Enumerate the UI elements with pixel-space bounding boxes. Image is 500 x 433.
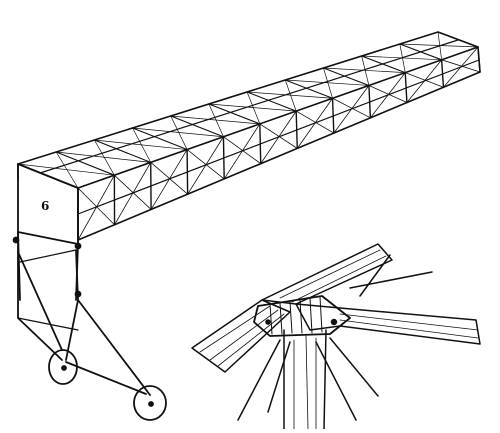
truss-girder (18, 32, 480, 240)
truss-strut (333, 98, 371, 118)
truss-strut (78, 175, 114, 240)
truss-strut (296, 111, 334, 133)
plate-bolt (266, 320, 270, 324)
wheel-rear-hub (149, 402, 153, 406)
joint-bolt (76, 244, 81, 249)
brace-wire (268, 342, 290, 412)
post (284, 330, 326, 429)
truss-strut (323, 68, 405, 73)
truss-strut (333, 98, 334, 133)
truss-strut (114, 175, 151, 209)
front-end-box (14, 164, 81, 300)
beam-upper-grain (280, 250, 386, 302)
truss-strut (151, 162, 188, 194)
landing-chassis (18, 232, 150, 395)
truss-strut (151, 150, 187, 210)
plate-bolt (332, 320, 337, 325)
truss-strut (260, 124, 297, 148)
wheel-front (49, 350, 77, 384)
figure-number-label: 6 (41, 199, 49, 213)
truss-strut (296, 111, 297, 148)
truss-strut (187, 150, 224, 179)
truss-strut (223, 137, 260, 164)
truss-strut (223, 137, 224, 179)
wheel-rear (134, 386, 166, 420)
truss-strut (405, 73, 443, 88)
truss-bracing (18, 32, 480, 240)
brace-wire (316, 342, 356, 420)
truss-strut (187, 150, 188, 195)
joint-detail (192, 244, 480, 429)
upper-tie (20, 250, 76, 262)
truss-strut (260, 124, 261, 164)
brace-wire (238, 340, 280, 420)
truss-strut (78, 188, 115, 225)
truss-strut (362, 56, 442, 60)
truss-strut (133, 128, 188, 150)
joint-bolt (76, 292, 81, 297)
brace-wire (330, 338, 378, 396)
front-strut-left (18, 232, 62, 360)
truss-strut (400, 44, 442, 60)
truss-strut (405, 73, 407, 103)
truss-strut (115, 162, 151, 224)
diagonal-strut (18, 252, 62, 350)
post-grain (294, 336, 316, 429)
beam-right (296, 304, 480, 344)
truss-strut (188, 137, 224, 194)
truss-inner-longeron (40, 40, 458, 173)
truss-side-face (78, 47, 480, 240)
axle-bar (66, 362, 146, 394)
truss-strut (369, 85, 370, 117)
truss-strut (442, 60, 444, 87)
truss-strut (478, 47, 480, 72)
wheel-front-hub (62, 366, 66, 370)
beam-upper (262, 244, 392, 304)
rear-strut (76, 250, 150, 395)
